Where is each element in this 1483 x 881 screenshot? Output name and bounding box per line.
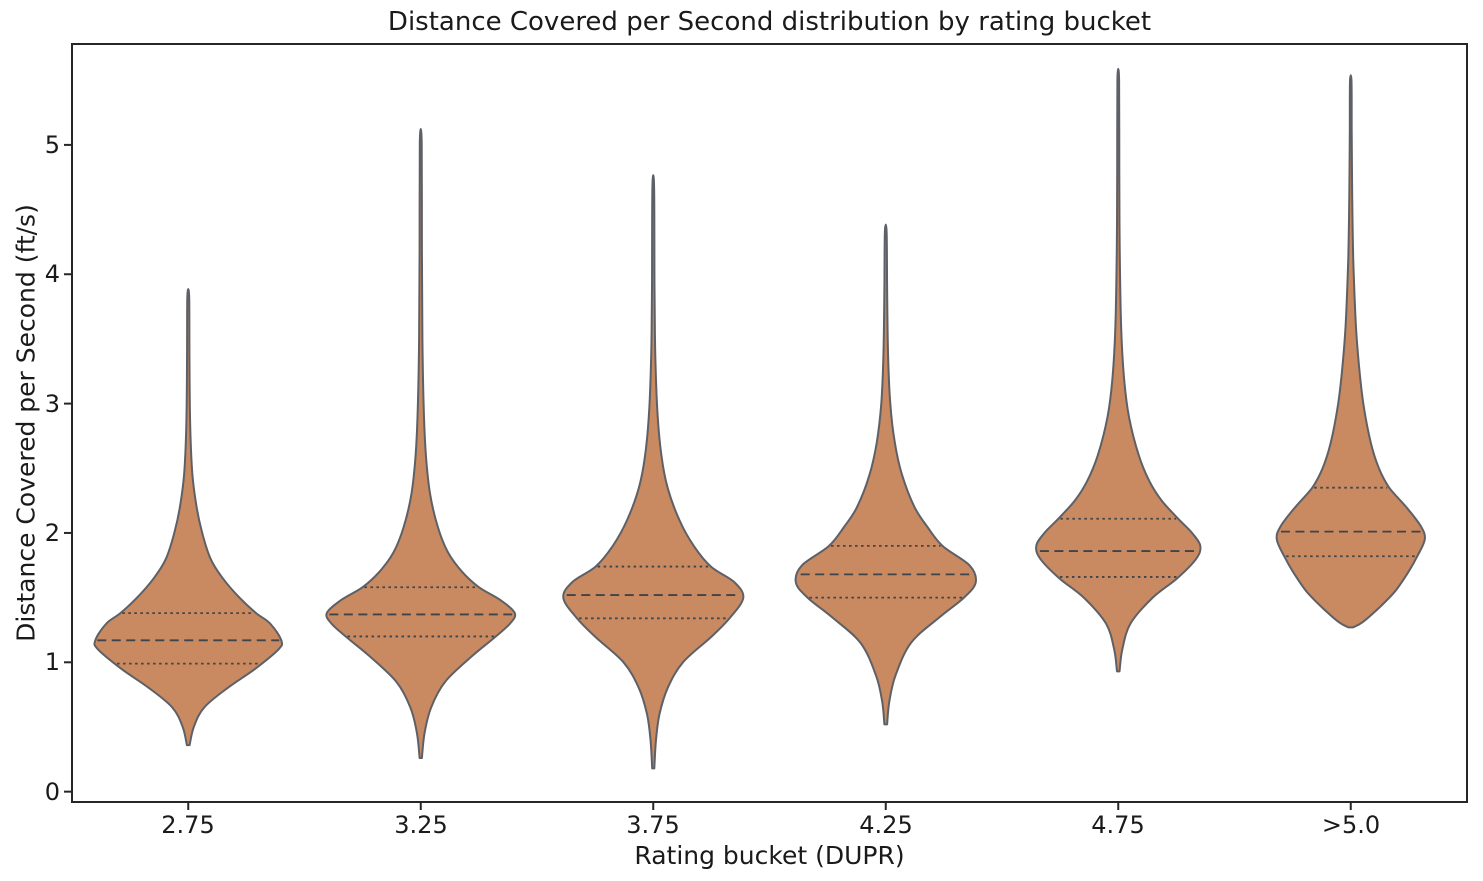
plot-frame <box>71 43 1468 803</box>
y-tick-label-5: 5 <box>44 131 60 159</box>
y-tick-label-1: 1 <box>44 648 60 676</box>
y-tick-label-4: 4 <box>44 260 60 288</box>
violin-3.25 <box>325 128 517 759</box>
violin->5.0 <box>1275 74 1426 629</box>
y-tick-label-3: 3 <box>44 390 60 418</box>
x-tick-label-over-5.0: >5.0 <box>1321 811 1381 839</box>
violin-3.75 <box>562 174 745 770</box>
x-tick-label-3.25: 3.25 <box>394 811 448 839</box>
chart-title: Distance Covered per Second distribution… <box>387 7 1152 37</box>
y-tick-label-0: 0 <box>44 778 60 806</box>
violin-4.25 <box>794 223 977 726</box>
violin-4.75 <box>1035 67 1202 673</box>
x-tick-label-3.75: 3.75 <box>626 811 680 839</box>
violin-2.75 <box>93 288 284 747</box>
x-axis-label: Rating bucket (DUPR) <box>634 841 905 870</box>
x-tick-label-2.75: 2.75 <box>161 811 215 839</box>
x-tick-label-4.25: 4.25 <box>859 811 913 839</box>
x-tick-label-4.75: 4.75 <box>1091 811 1145 839</box>
y-tick-label-2: 2 <box>44 519 60 547</box>
